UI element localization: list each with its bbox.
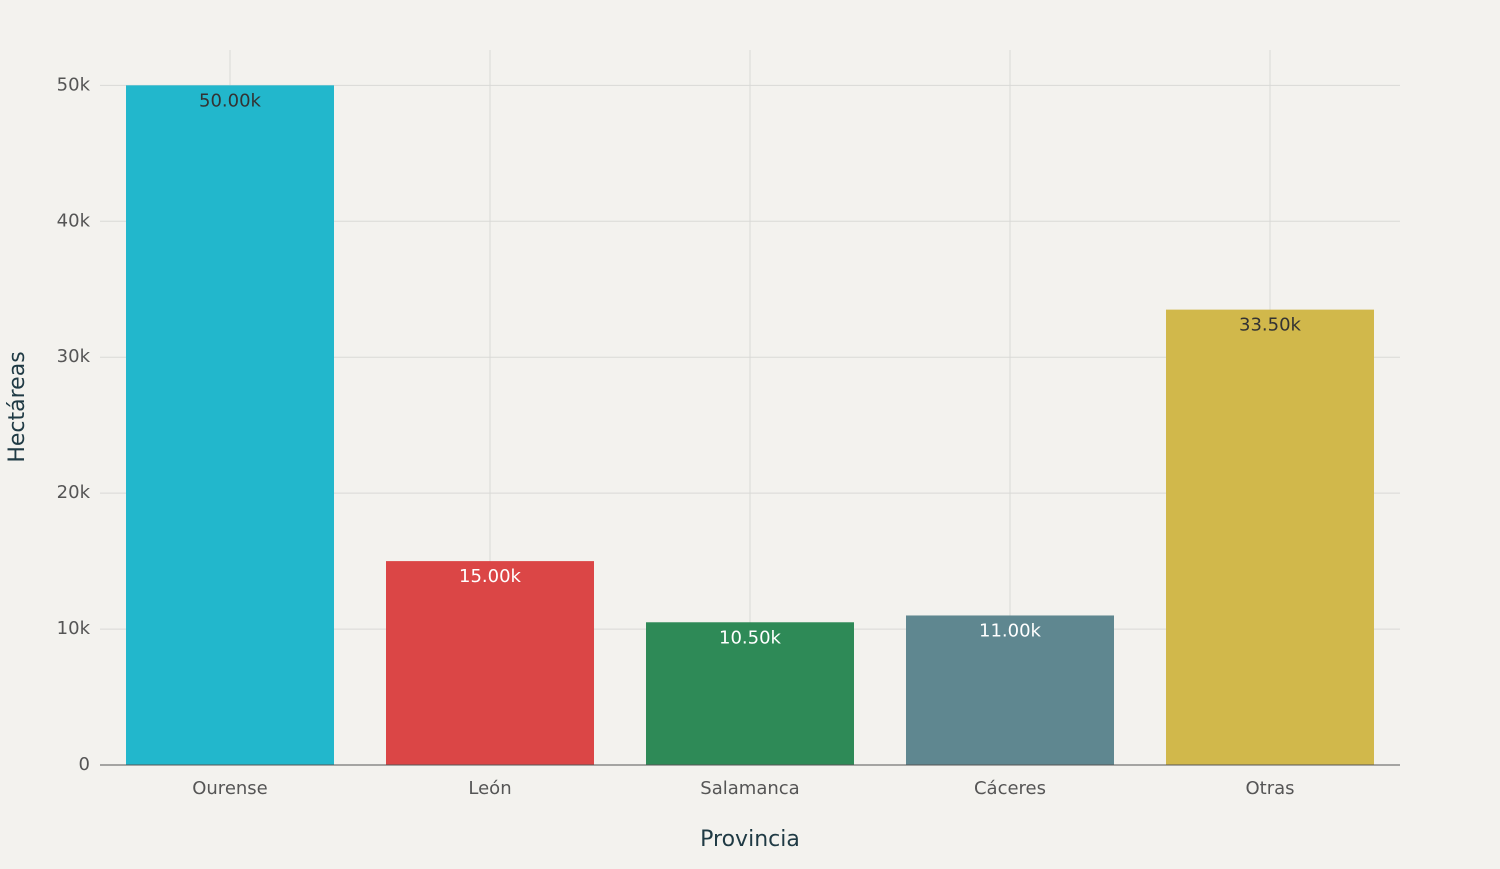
value-label: 11.00k [979,620,1042,641]
bar [906,615,1114,765]
x-tick-label: León [468,778,511,799]
bar [1166,309,1374,765]
value-label: 10.50k [719,627,782,648]
value-label: 50.00k [199,90,262,111]
bar [646,622,854,765]
x-tick-label: Otras [1245,778,1294,799]
x-tick-label: Salamanca [700,778,799,799]
value-label: 33.50k [1239,315,1302,336]
bar [386,561,594,765]
y-tick-label: 10k [57,618,91,639]
y-tick-label: 30k [57,346,91,367]
bar [126,85,334,765]
x-axis-title: Provincia [700,827,800,852]
y-axis-title: Hectáreas [5,351,30,462]
y-tick-label: 40k [57,210,91,231]
x-tick-label: Cáceres [974,778,1046,799]
y-tick-label: 0 [79,754,90,775]
y-tick-label: 50k [57,74,91,95]
x-tick-label: Ourense [192,778,268,799]
value-label: 15.00k [459,566,522,587]
y-tick-label: 20k [57,482,91,503]
